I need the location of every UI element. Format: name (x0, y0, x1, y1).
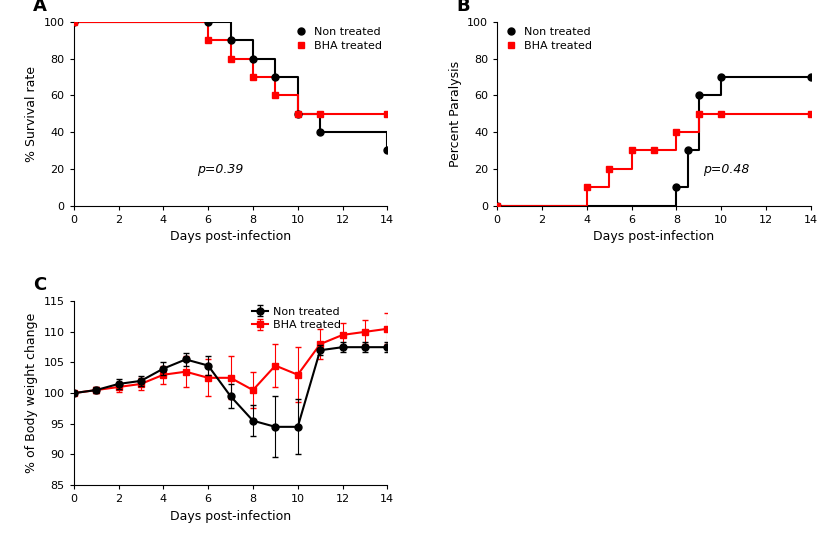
BHA treated (492, 202, 502, 209)
Line: BHA treated: BHA treated (494, 110, 814, 209)
BHA treated (672, 129, 681, 135)
BHA treated (315, 111, 325, 117)
Text: p=0.39: p=0.39 (197, 162, 243, 175)
Line: BHA treated: BHA treated (70, 19, 391, 117)
Y-axis label: % of Body weight change: % of Body weight change (25, 313, 38, 473)
BHA treated (604, 166, 614, 172)
Y-axis label: Percent Paralysis: Percent Paralysis (449, 60, 462, 167)
Text: C: C (33, 276, 46, 294)
Non treated (248, 55, 258, 62)
Non treated (683, 147, 693, 154)
X-axis label: Days post-infection: Days post-infection (170, 230, 291, 243)
Non treated (203, 19, 213, 25)
Non treated (806, 74, 816, 80)
BHA treated (694, 111, 704, 117)
Text: A: A (33, 0, 47, 15)
Non treated (69, 19, 79, 25)
Non treated (694, 92, 704, 99)
BHA treated (806, 111, 816, 117)
Non treated (382, 147, 392, 154)
BHA treated (581, 184, 591, 191)
BHA treated (627, 147, 636, 154)
Non treated (293, 111, 303, 117)
Legend: Non treated, BHA treated: Non treated, BHA treated (503, 27, 592, 51)
Legend: Non treated, BHA treated: Non treated, BHA treated (292, 27, 382, 51)
Non treated (225, 37, 235, 44)
Non treated (315, 129, 325, 135)
Non treated (672, 184, 681, 191)
BHA treated (293, 111, 303, 117)
Text: p=0.48: p=0.48 (704, 162, 749, 175)
BHA treated (69, 19, 79, 25)
BHA treated (203, 37, 213, 44)
Non treated (717, 74, 726, 80)
Line: Non treated: Non treated (494, 74, 814, 209)
Text: B: B (456, 0, 470, 15)
BHA treated (649, 147, 659, 154)
Line: Non treated: Non treated (70, 19, 391, 154)
BHA treated (382, 111, 392, 117)
Y-axis label: % Survival rate: % Survival rate (25, 66, 38, 162)
BHA treated (270, 92, 280, 99)
Non treated (270, 74, 280, 80)
BHA treated (225, 55, 235, 62)
BHA treated (248, 74, 258, 80)
X-axis label: Days post-infection: Days post-infection (594, 230, 714, 243)
Non treated (492, 202, 502, 209)
BHA treated (717, 111, 726, 117)
X-axis label: Days post-infection: Days post-infection (170, 510, 291, 523)
Legend: Non treated, BHA treated: Non treated, BHA treated (251, 307, 341, 330)
